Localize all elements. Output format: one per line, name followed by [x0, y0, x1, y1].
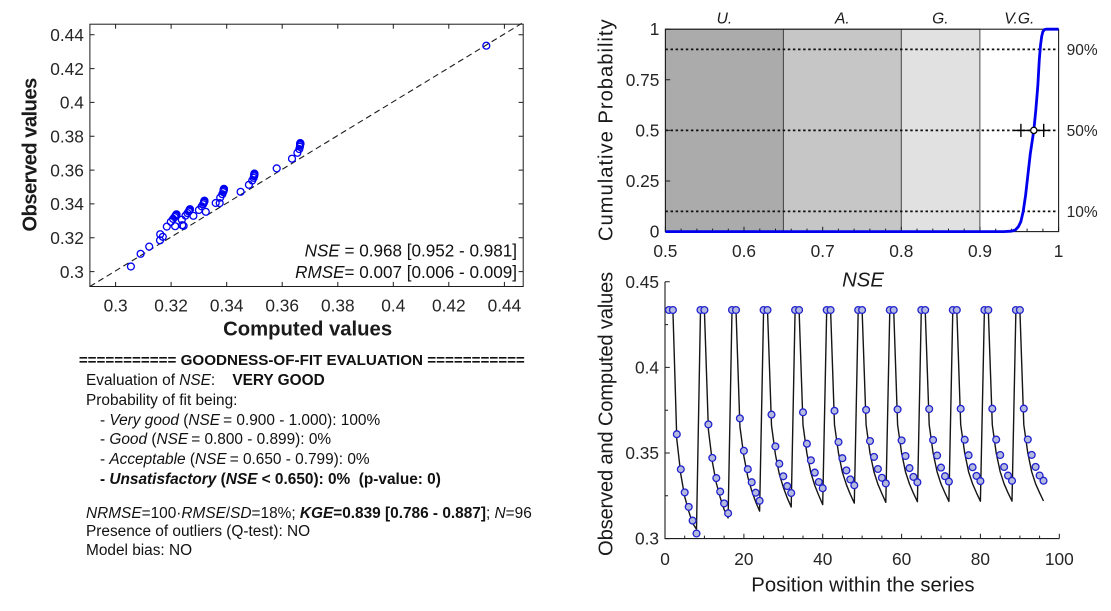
svg-text:A.: A.	[834, 11, 850, 28]
svg-text:0.3: 0.3	[104, 296, 128, 316]
svg-text:0.32: 0.32	[154, 296, 188, 316]
svg-text:0.75: 0.75	[626, 70, 660, 90]
svg-text:Computed values: Computed values	[223, 319, 392, 341]
svg-text:NSE = 0.968 [0.952 - 0.981]: NSE = 0.968 [0.952 - 0.981]	[305, 242, 517, 261]
svg-text:0: 0	[660, 549, 670, 569]
svg-text:0.32: 0.32	[50, 228, 84, 248]
svg-text:80: 80	[971, 549, 990, 569]
svg-text:40: 40	[813, 549, 832, 569]
svg-text:Observed and Computed values: Observed and Computed values	[596, 272, 618, 556]
svg-text:Observed values: Observed values	[20, 78, 42, 232]
svg-text:Position within the series: Position within the series	[751, 575, 974, 597]
svg-text:0.3: 0.3	[60, 262, 84, 282]
svg-text:0.7: 0.7	[811, 241, 835, 261]
svg-text:U.: U.	[717, 11, 733, 28]
svg-text:0.42: 0.42	[432, 296, 466, 316]
svg-text:100: 100	[1045, 549, 1074, 569]
svg-text:V.G.: V.G.	[1004, 11, 1034, 28]
svg-text:0.44: 0.44	[50, 25, 84, 45]
svg-text:0.38: 0.38	[50, 126, 84, 146]
svg-text:0.5: 0.5	[653, 241, 677, 261]
svg-text:50%: 50%	[1067, 123, 1098, 140]
svg-text:10%: 10%	[1067, 204, 1098, 221]
svg-text:0.4: 0.4	[635, 357, 659, 377]
svg-text:90%: 90%	[1067, 42, 1098, 59]
svg-text:0.34: 0.34	[210, 296, 244, 316]
svg-text:20: 20	[734, 549, 753, 569]
svg-text:0.38: 0.38	[321, 296, 355, 316]
svg-text:RMSE= 0.007 [0.006 - 0.009]: RMSE= 0.007 [0.006 - 0.009]	[295, 263, 517, 282]
svg-text:0.25: 0.25	[626, 171, 660, 191]
svg-text:1: 1	[1054, 241, 1064, 261]
svg-text:0.5: 0.5	[635, 120, 659, 140]
svg-text:0.34: 0.34	[50, 194, 84, 214]
svg-text:0.6: 0.6	[732, 241, 756, 261]
svg-text:0.36: 0.36	[50, 160, 84, 180]
svg-text:Cumulative Probability: Cumulative Probability	[596, 18, 618, 241]
svg-text:0.3: 0.3	[635, 529, 659, 549]
svg-text:60: 60	[892, 549, 911, 569]
svg-text:NSE: NSE	[842, 270, 884, 292]
svg-text:0.35: 0.35	[625, 443, 659, 463]
svg-text:0.44: 0.44	[488, 296, 522, 316]
svg-text:0.8: 0.8	[889, 241, 913, 261]
svg-text:0.9: 0.9	[968, 241, 992, 261]
svg-text:0.36: 0.36	[265, 296, 299, 316]
svg-text:0.42: 0.42	[50, 59, 84, 79]
svg-text:0.45: 0.45	[625, 272, 659, 292]
svg-text:0.4: 0.4	[381, 296, 405, 316]
svg-text:1: 1	[650, 19, 660, 39]
svg-text:G.: G.	[932, 11, 948, 28]
svg-text:0: 0	[650, 222, 660, 242]
svg-text:0.4: 0.4	[60, 93, 84, 113]
